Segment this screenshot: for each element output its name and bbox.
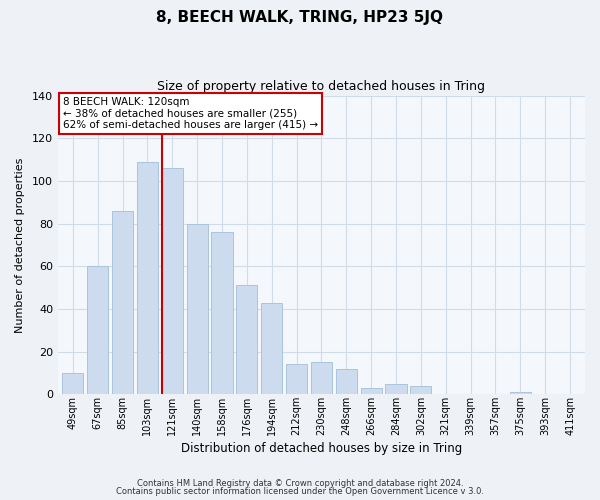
Text: 8 BEECH WALK: 120sqm
← 38% of detached houses are smaller (255)
62% of semi-deta: 8 BEECH WALK: 120sqm ← 38% of detached h… [63,97,319,130]
Bar [112,211,133,394]
Bar [410,386,431,394]
Bar [261,302,283,394]
Bar [87,266,108,394]
Text: Contains public sector information licensed under the Open Government Licence v : Contains public sector information licen… [116,487,484,496]
Bar [236,286,257,395]
Bar [311,362,332,394]
Y-axis label: Number of detached properties: Number of detached properties [15,157,25,332]
Bar [336,368,357,394]
Bar [211,232,233,394]
Bar [162,168,183,394]
Bar [361,388,382,394]
Bar [187,224,208,394]
Bar [137,162,158,394]
Text: Contains HM Land Registry data © Crown copyright and database right 2024.: Contains HM Land Registry data © Crown c… [137,478,463,488]
Text: 8, BEECH WALK, TRING, HP23 5JQ: 8, BEECH WALK, TRING, HP23 5JQ [157,10,443,25]
Bar [385,384,407,394]
Bar [286,364,307,394]
Bar [510,392,531,394]
X-axis label: Distribution of detached houses by size in Tring: Distribution of detached houses by size … [181,442,462,455]
Bar [62,373,83,394]
Title: Size of property relative to detached houses in Tring: Size of property relative to detached ho… [157,80,485,93]
